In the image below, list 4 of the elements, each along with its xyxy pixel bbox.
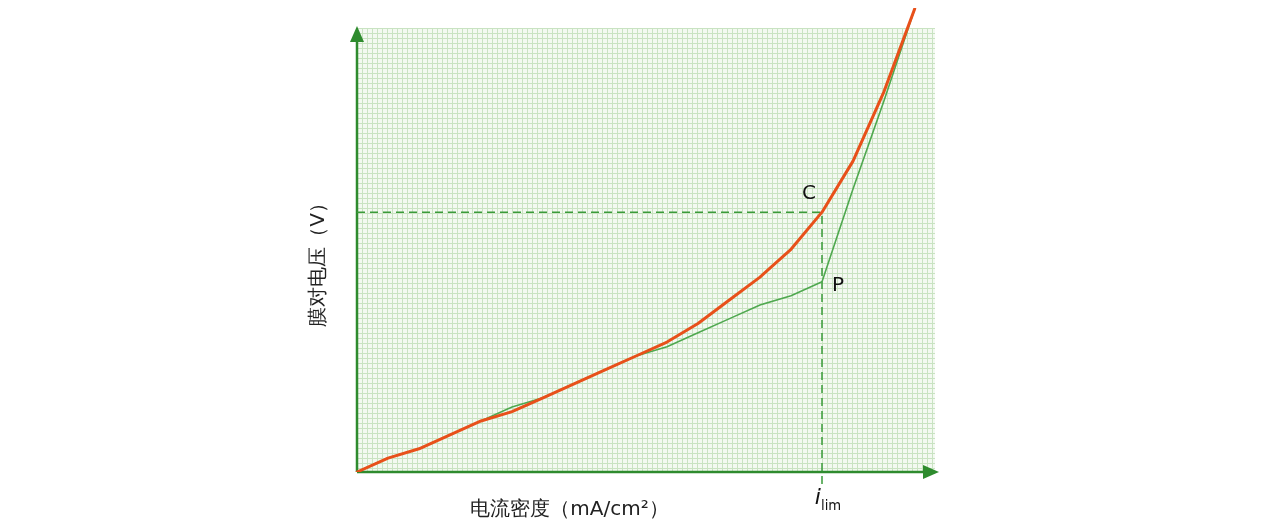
- annotation: P: [832, 271, 845, 296]
- annotation: C: [802, 180, 816, 205]
- y-axis-title: 膜对电压（V）: [305, 193, 330, 327]
- x-axis-title: 电流密度（mA/cm²）: [470, 496, 669, 521]
